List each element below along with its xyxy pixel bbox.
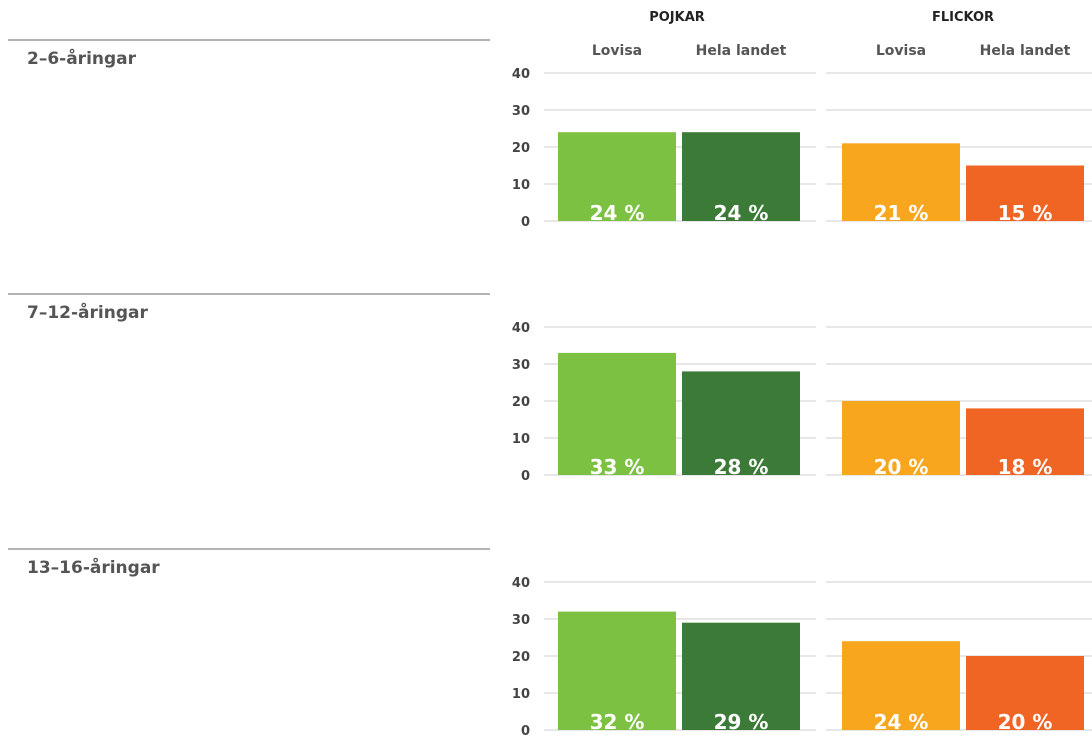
bar-girls-lovisa: [842, 641, 960, 730]
y-tick-label: 30: [512, 104, 530, 119]
bar-boys-country: [682, 622, 800, 730]
age-group-3: 13–16-åringar 0 10 20 30 40 32 % 29 % 24 % 20 %: [8, 548, 1092, 738]
bar-value-label: 32 %: [590, 710, 645, 734]
bar-value-label: 24 %: [590, 201, 645, 225]
y-tick-label: 40: [512, 321, 530, 336]
bar-value-label: 33 %: [590, 455, 645, 479]
y-tick-label: 40: [512, 67, 530, 82]
y-tick-label: 20: [512, 141, 530, 156]
y-tick-label: 20: [512, 650, 530, 665]
y-tick-label: 10: [512, 178, 530, 193]
bar-value-label: 18 %: [998, 455, 1053, 479]
bar-girls-country: [966, 408, 1084, 475]
column-label-girls-country: Hela landet: [980, 43, 1071, 59]
y-tick-label: 40: [512, 576, 530, 591]
group-label: 13–16-åringar: [27, 556, 160, 578]
bar-girls-country: [966, 165, 1084, 221]
bar-girls-lovisa: [842, 143, 960, 221]
column-label-boys-lovisa: Lovisa: [592, 43, 642, 59]
y-tick-label: 20: [512, 395, 530, 410]
bar-boys-lovisa: [558, 132, 676, 221]
bar-girls-country: [966, 656, 1084, 730]
column-label-girls-lovisa: Lovisa: [876, 43, 926, 59]
group-label: 2–6-åringar: [27, 47, 137, 69]
bar-boys-lovisa: [558, 611, 676, 730]
column-label-boys-country: Hela landet: [696, 43, 787, 59]
header-girls: FLICKOR: [932, 10, 994, 25]
bar-value-label: 24 %: [714, 201, 769, 225]
bar-boys-country: [682, 371, 800, 475]
age-group-2: 7–12-åringar 0 10 20 30 40 33 % 28 % 20 % 18 %: [8, 293, 1092, 484]
bar-value-label: 21 %: [874, 201, 929, 225]
bar-value-label: 15 %: [998, 201, 1053, 225]
bar-value-label: 24 %: [874, 710, 929, 734]
bar-boys-lovisa: [558, 352, 676, 475]
y-tick-label: 0: [521, 724, 530, 738]
y-tick-label: 30: [512, 613, 530, 628]
y-tick-label: 10: [512, 687, 530, 702]
bar-value-label: 20 %: [998, 710, 1053, 734]
group-label: 7–12-åringar: [27, 301, 148, 323]
bar-value-label: 28 %: [714, 455, 769, 479]
bar-girls-lovisa: [842, 401, 960, 475]
bar-value-label: 20 %: [874, 455, 929, 479]
y-tick-label: 0: [521, 215, 530, 230]
age-group-1: 2–6-åringar 0 10 20 30 40 24 % 24 % 21 % 15 %: [8, 39, 1092, 230]
header-boys: POJKAR: [649, 10, 705, 25]
y-tick-label: 30: [512, 358, 530, 373]
bar-value-label: 29 %: [714, 710, 769, 734]
bar-boys-country: [682, 132, 800, 221]
y-tick-label: 10: [512, 432, 530, 447]
y-tick-label: 0: [521, 469, 530, 484]
